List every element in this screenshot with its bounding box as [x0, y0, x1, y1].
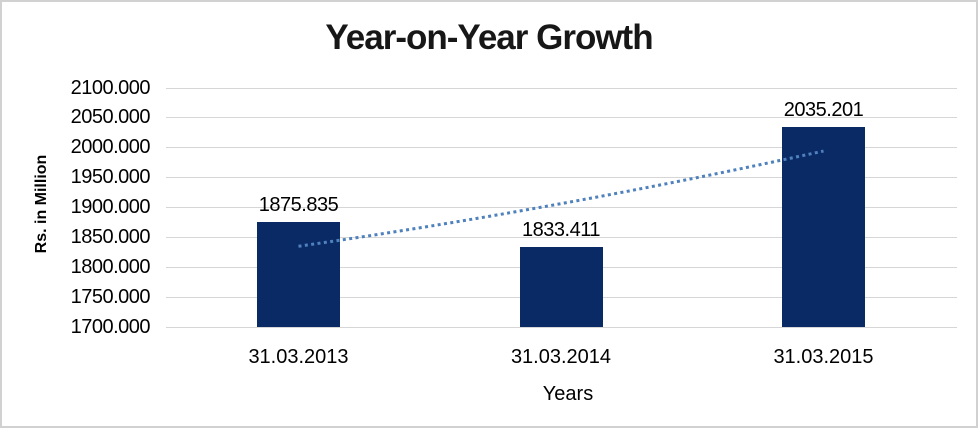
y-axis-tick-label: 1700.000 — [70, 315, 151, 338]
bar-31.03.2013 — [257, 221, 340, 327]
y-axis-tick-label: 1950.000 — [70, 166, 151, 189]
trendline — [298, 149, 824, 248]
bar-31.03.2014 — [519, 247, 603, 327]
x-axis-tick-label: 31.03.2015 — [773, 346, 874, 368]
data-label: 1875.835 — [258, 193, 339, 216]
y-axis-tick-label: 2100.000 — [70, 76, 151, 99]
chart-title: Year-on-Year Growth — [325, 18, 653, 57]
bar-31.03.2015 — [782, 126, 865, 327]
gridline — [166, 207, 957, 208]
data-label: 1833.411 — [522, 219, 600, 242]
gridline — [166, 236, 957, 238]
plot-area: 1875.835 1833.411 2035.201 — [166, 87, 957, 328]
trendline-path — [298, 149, 824, 248]
gridline — [166, 87, 957, 89]
y-axis-tick-label: 2050.000 — [70, 106, 151, 129]
y-axis-tick-label: 1750.000 — [70, 285, 151, 308]
gridline — [166, 177, 957, 179]
y-axis-tick-label: 1850.000 — [70, 225, 151, 248]
x-axis-tick-label: 31.03.2014 — [510, 346, 612, 368]
gridline — [166, 117, 957, 119]
x-axis-tick-label: 31.03.2013 — [248, 346, 349, 368]
y-axis-tick-label: 2000.000 — [70, 136, 151, 159]
y-axis-tick-label: 1800.000 — [70, 255, 151, 278]
gridline — [166, 326, 957, 328]
data-label: 2035.201 — [783, 98, 864, 121]
gridline — [166, 147, 957, 149]
x-axis-title: Years — [542, 383, 594, 405]
y-axis-tick-label: 1900.000 — [70, 196, 151, 218]
